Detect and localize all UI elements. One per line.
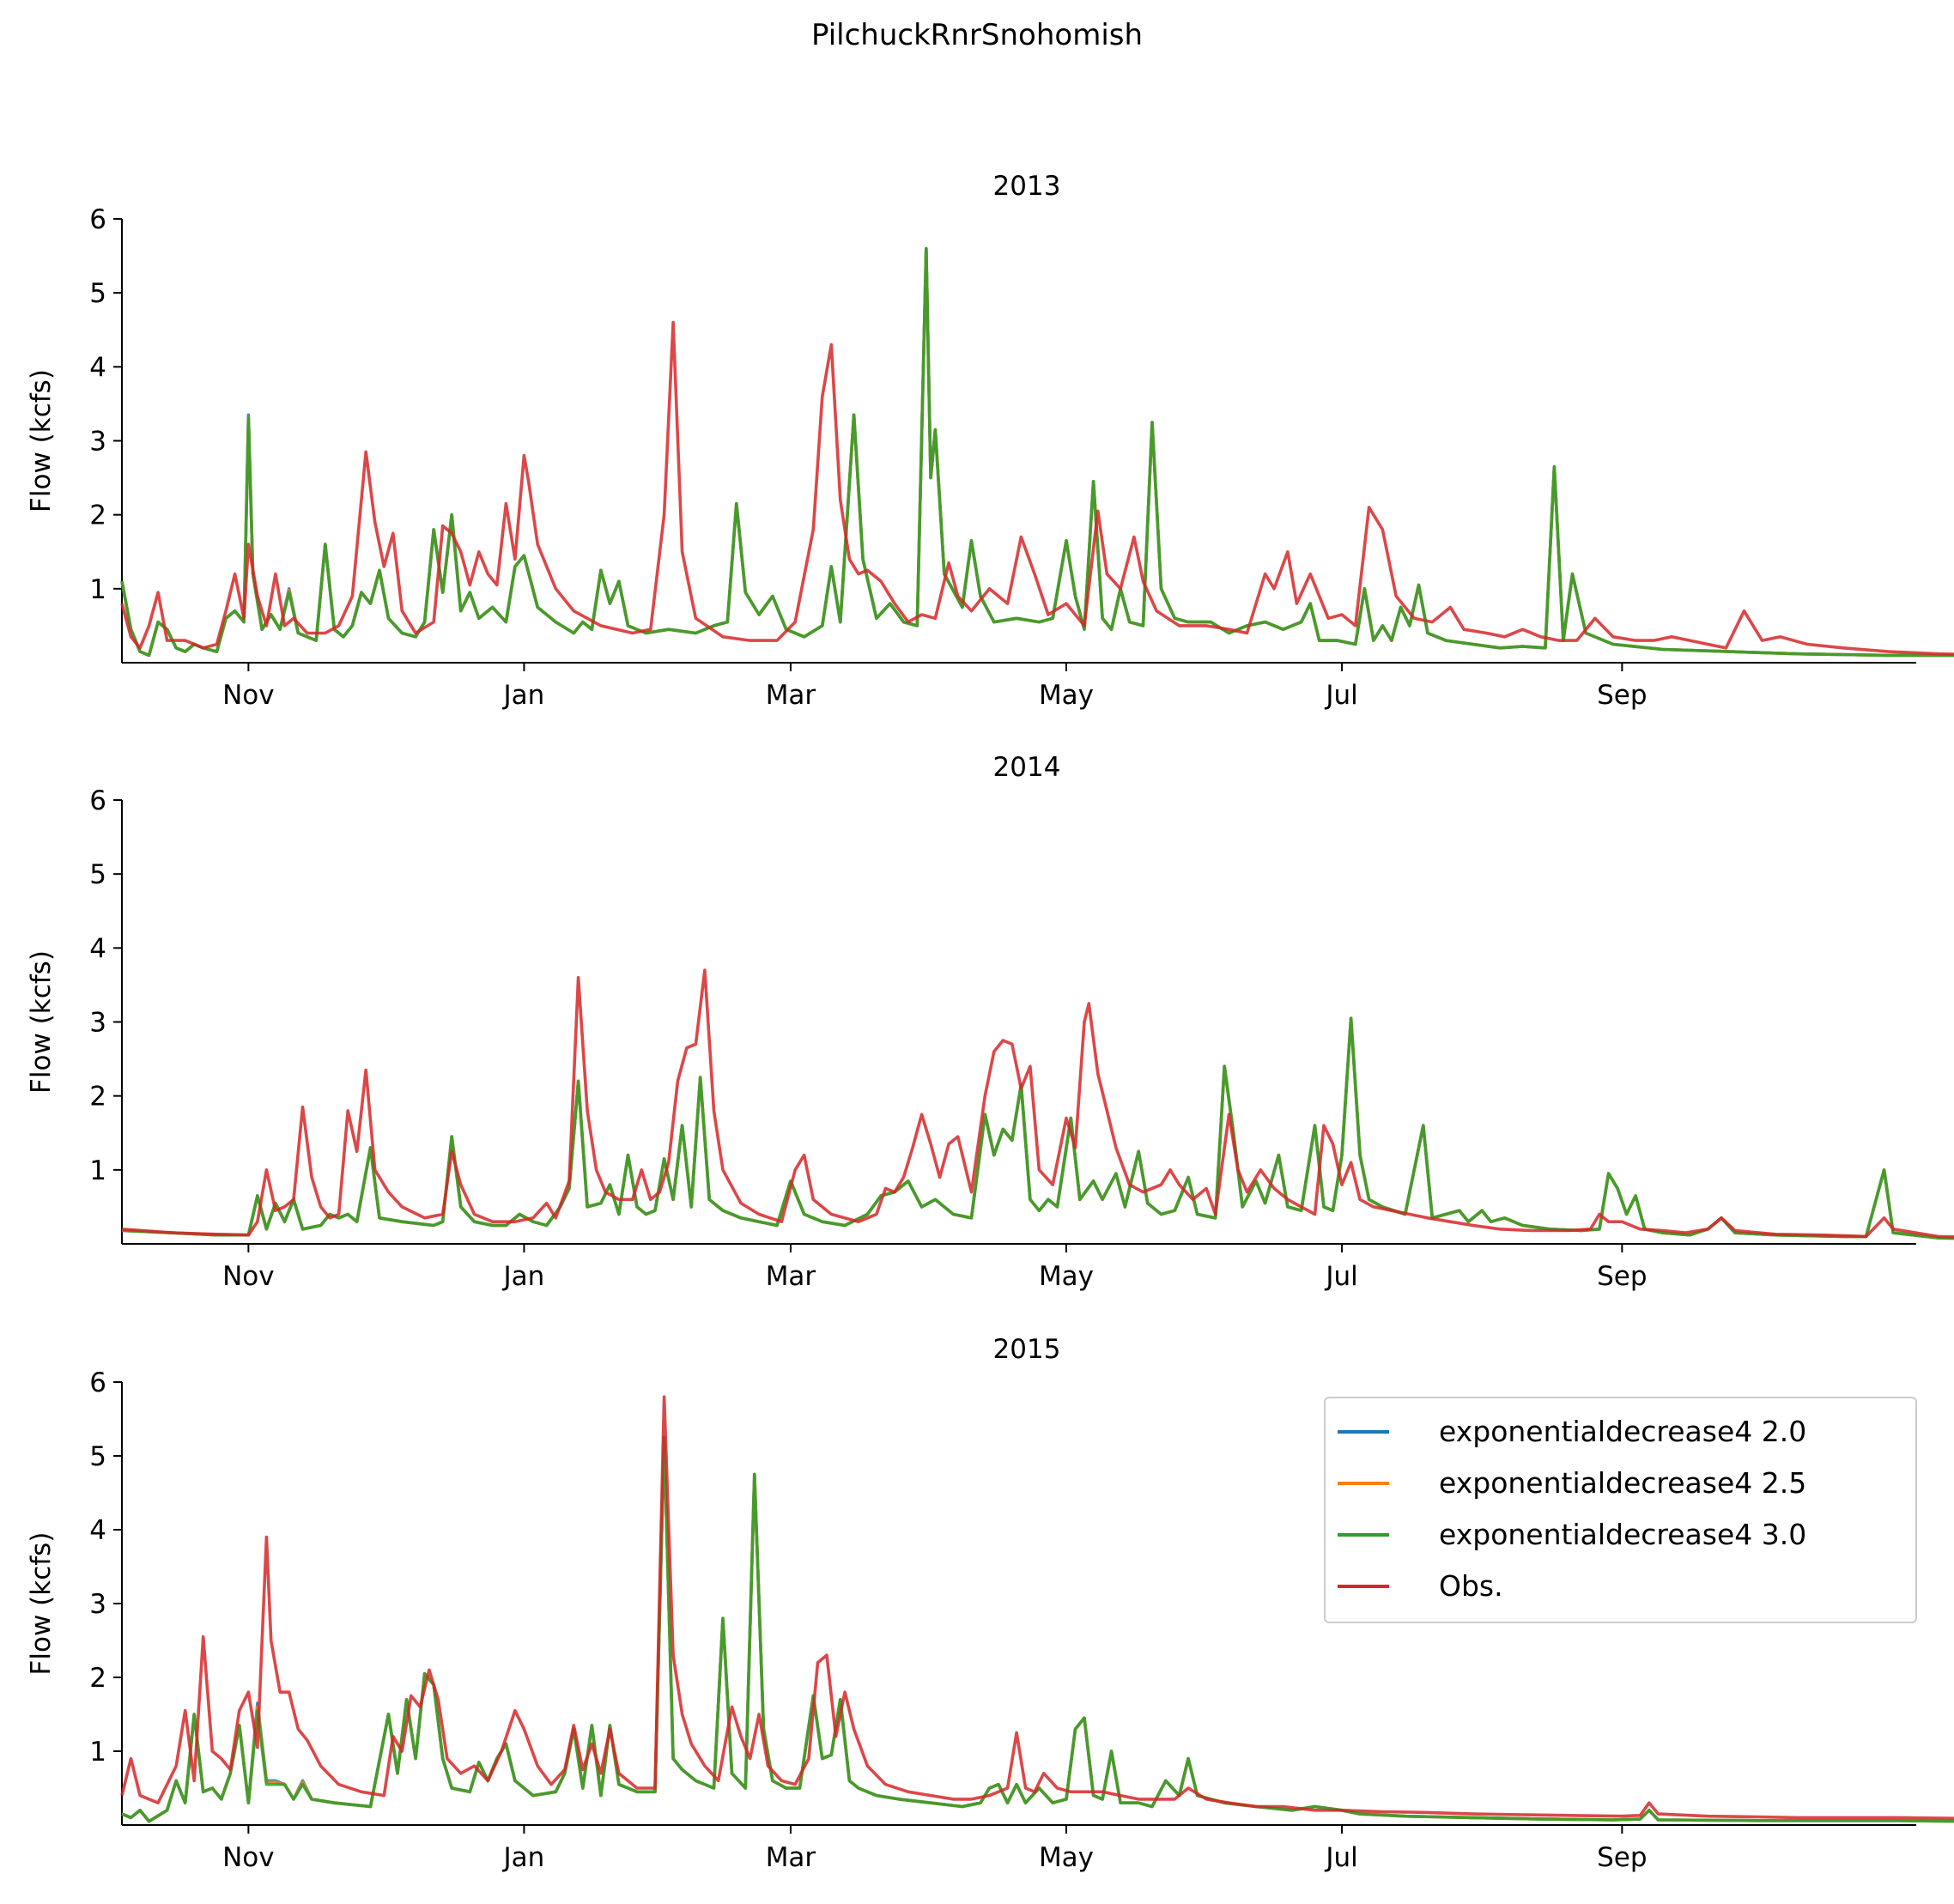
y-tick-label: 4 (89, 352, 106, 383)
y-tick-label: 4 (89, 1515, 106, 1546)
y-tick-label: 5 (89, 859, 106, 890)
legend-frame (1324, 1397, 1917, 1623)
y-tick-label: 1 (89, 1155, 106, 1186)
series-line-obs- (120, 320, 1954, 656)
series-line-exponentialdecrease4-2-0 (120, 246, 1954, 658)
y-tick-label: 2 (89, 500, 106, 531)
x-tick-label: May (1039, 1261, 1094, 1292)
legend-label: Obs. (1439, 1569, 1503, 1603)
y-tick-label: 5 (89, 1441, 106, 1472)
legend-label: exponentialdecrease4 2.0 (1439, 1415, 1806, 1448)
y-tick-label: 6 (89, 785, 106, 816)
series-line-obs- (121, 968, 1954, 1239)
x-tick-label: Sep (1597, 680, 1647, 711)
y-tick-label: 6 (89, 1367, 106, 1398)
y-tick-label: 4 (89, 933, 106, 964)
x-tick-label: Jul (1324, 1261, 1357, 1292)
x-tick-label: Sep (1597, 1842, 1647, 1873)
series-line-obs- (120, 1395, 1954, 1821)
x-tick-label: May (1039, 1842, 1094, 1873)
x-tick-label: Sep (1597, 1261, 1647, 1292)
x-tick-label: Nov (222, 1842, 275, 1873)
y-tick-label: 1 (89, 1737, 106, 1768)
legend-label: exponentialdecrease4 2.5 (1439, 1466, 1806, 1500)
legend: exponentialdecrease4 2.0 exponentialdecre… (1324, 1397, 1917, 1623)
y-tick-label: 3 (89, 1589, 106, 1620)
legend-label: exponentialdecrease4 3.0 (1439, 1518, 1806, 1551)
x-tick-label: Nov (222, 1261, 275, 1292)
y-tick-label: 5 (89, 278, 106, 309)
y-axis-label: Flow (kcfs) (26, 369, 57, 512)
x-tick-label: Mar (766, 680, 816, 711)
subplot-title: 2013 (993, 171, 1061, 202)
subplot-2013: 2013 Flow (kcfs) 1 2 3 4 5 6 Nov Jan Mar May Jul Sep (26, 171, 1954, 711)
y-tick-label: 2 (89, 1082, 106, 1113)
x-tick-label: May (1039, 680, 1094, 711)
y-axis-label: Flow (kcfs) (26, 950, 57, 1094)
x-tick-label: Jan (502, 680, 545, 711)
series-line-exponentialdecrease4-3-0 (121, 1435, 1954, 1823)
x-tick-label: Jul (1324, 680, 1357, 711)
subplot-title: 2015 (993, 1334, 1061, 1365)
subplot-title: 2014 (993, 752, 1061, 783)
series-line-exponentialdecrease4-2-5 (120, 246, 1954, 658)
series-line-exponentialdecrease4-3-0 (121, 1016, 1954, 1240)
x-tick-label: Jan (502, 1261, 545, 1292)
y-tick-label: 3 (89, 1008, 106, 1039)
x-tick-label: Jan (502, 1842, 545, 1873)
series-line-exponentialdecrease4-3-0 (120, 246, 1954, 658)
y-tick-label: 6 (89, 204, 106, 235)
y-tick-label: 3 (89, 427, 106, 458)
x-tick-label: Jul (1324, 1842, 1357, 1873)
y-axis-label: Flow (kcfs) (26, 1532, 57, 1676)
subplot-2014: 2014 Flow (kcfs) 1 2 3 4 5 6 Nov Jan Mar May Jul Sep (26, 752, 1954, 1292)
x-tick-label: Mar (766, 1842, 816, 1873)
y-tick-label: 2 (89, 1663, 106, 1694)
subplot-2015: 2015 Flow (kcfs) 1 2 3 4 5 6 Nov Jan Mar May Jul Sep (26, 1334, 1954, 1873)
y-tick-label: 1 (89, 574, 106, 605)
x-tick-label: Nov (222, 680, 275, 711)
figure-suptitle: PilchuckRnrSnohomish (811, 18, 1143, 52)
x-tick-label: Mar (766, 1261, 816, 1292)
